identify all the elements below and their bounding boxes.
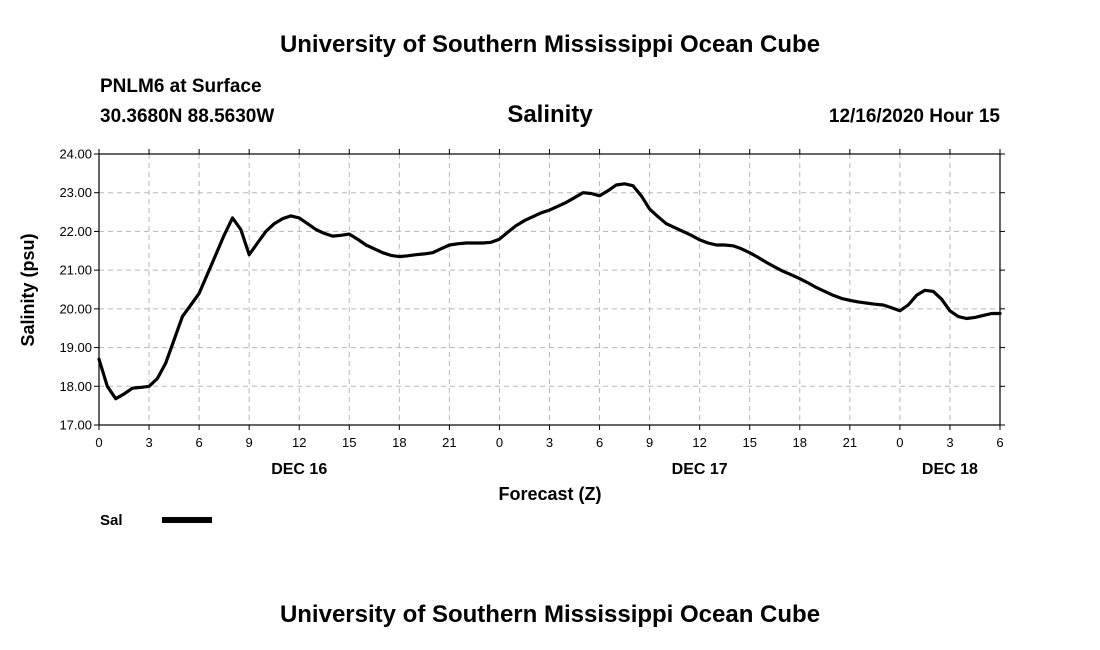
y-tick-label: 18.00 (59, 379, 92, 394)
y-tick-label: 23.00 (59, 185, 92, 200)
x-tick-label: 15 (342, 435, 356, 450)
bottom-title: University of Southern Mississippi Ocean… (279, 601, 821, 628)
coordinates-label: 30.3680N 88.5630W (100, 106, 275, 127)
x-tick-label: 12 (692, 435, 706, 450)
y-tick-label: 17.00 (59, 418, 92, 433)
x-tick-label: 3 (145, 435, 152, 450)
y-tick-label: 21.00 (59, 263, 92, 278)
x-tick-label: 21 (843, 435, 857, 450)
salinity-chart: 17.00 18.00 19.00 20.00 21.00 22.00 23.00 24.00… (18, 147, 1005, 529)
x-tick-label: 0 (896, 435, 903, 450)
x-tick-label: 0 (496, 435, 503, 450)
x-axis: 0 3 6 9 12 15 18 21 0 3 6 9 12 15 18 21 0 3 6 (95, 149, 1004, 450)
x-tick-label: 12 (292, 435, 306, 450)
date-labels: DEC 16 DEC 17 DEC 18 (271, 461, 978, 478)
date-label: DEC 18 (922, 461, 978, 478)
y-tick-label: 20.00 (59, 301, 92, 316)
x-tick-label: 9 (246, 435, 253, 450)
series-line-sal (97, 182, 1002, 401)
grid-layer (99, 154, 1000, 425)
x-tick-label: 6 (596, 435, 603, 450)
x-tick-label: 9 (646, 435, 653, 450)
y-tick-label: 19.00 (59, 340, 92, 355)
series-layer (97, 182, 1002, 401)
y-axis: 17.00 18.00 19.00 20.00 21.00 22.00 23.00 24.00 (59, 147, 1005, 433)
x-tick-label: 3 (946, 435, 953, 450)
y-tick-label: 22.00 (59, 224, 92, 239)
x-tick-label: 0 (95, 435, 102, 450)
y-tick-label: 24.00 (59, 147, 92, 162)
x-tick-label: 18 (793, 435, 807, 450)
date-label: DEC 17 (672, 461, 728, 478)
x-tick-label: 21 (442, 435, 456, 450)
x-tick-label: 18 (392, 435, 406, 450)
x-tick-label: 15 (742, 435, 756, 450)
x-axis-label: Forecast (Z) (498, 484, 601, 504)
x-tick-label: 3 (546, 435, 553, 450)
legend-label: Sal (100, 512, 123, 529)
station-label: PNLM6 at Surface (100, 76, 262, 97)
x-tick-label: 6 (996, 435, 1003, 450)
chart-title: Salinity (507, 101, 593, 128)
x-tick-label: 6 (195, 435, 202, 450)
date-label: DEC 16 (271, 461, 327, 478)
legend: Sal (100, 512, 212, 529)
top-title: University of Southern Mississippi Ocean… (279, 31, 821, 58)
timestamp-label: 12/16/2020 Hour 15 (828, 106, 1000, 127)
y-axis-label: Salinity (psu) (18, 233, 38, 346)
